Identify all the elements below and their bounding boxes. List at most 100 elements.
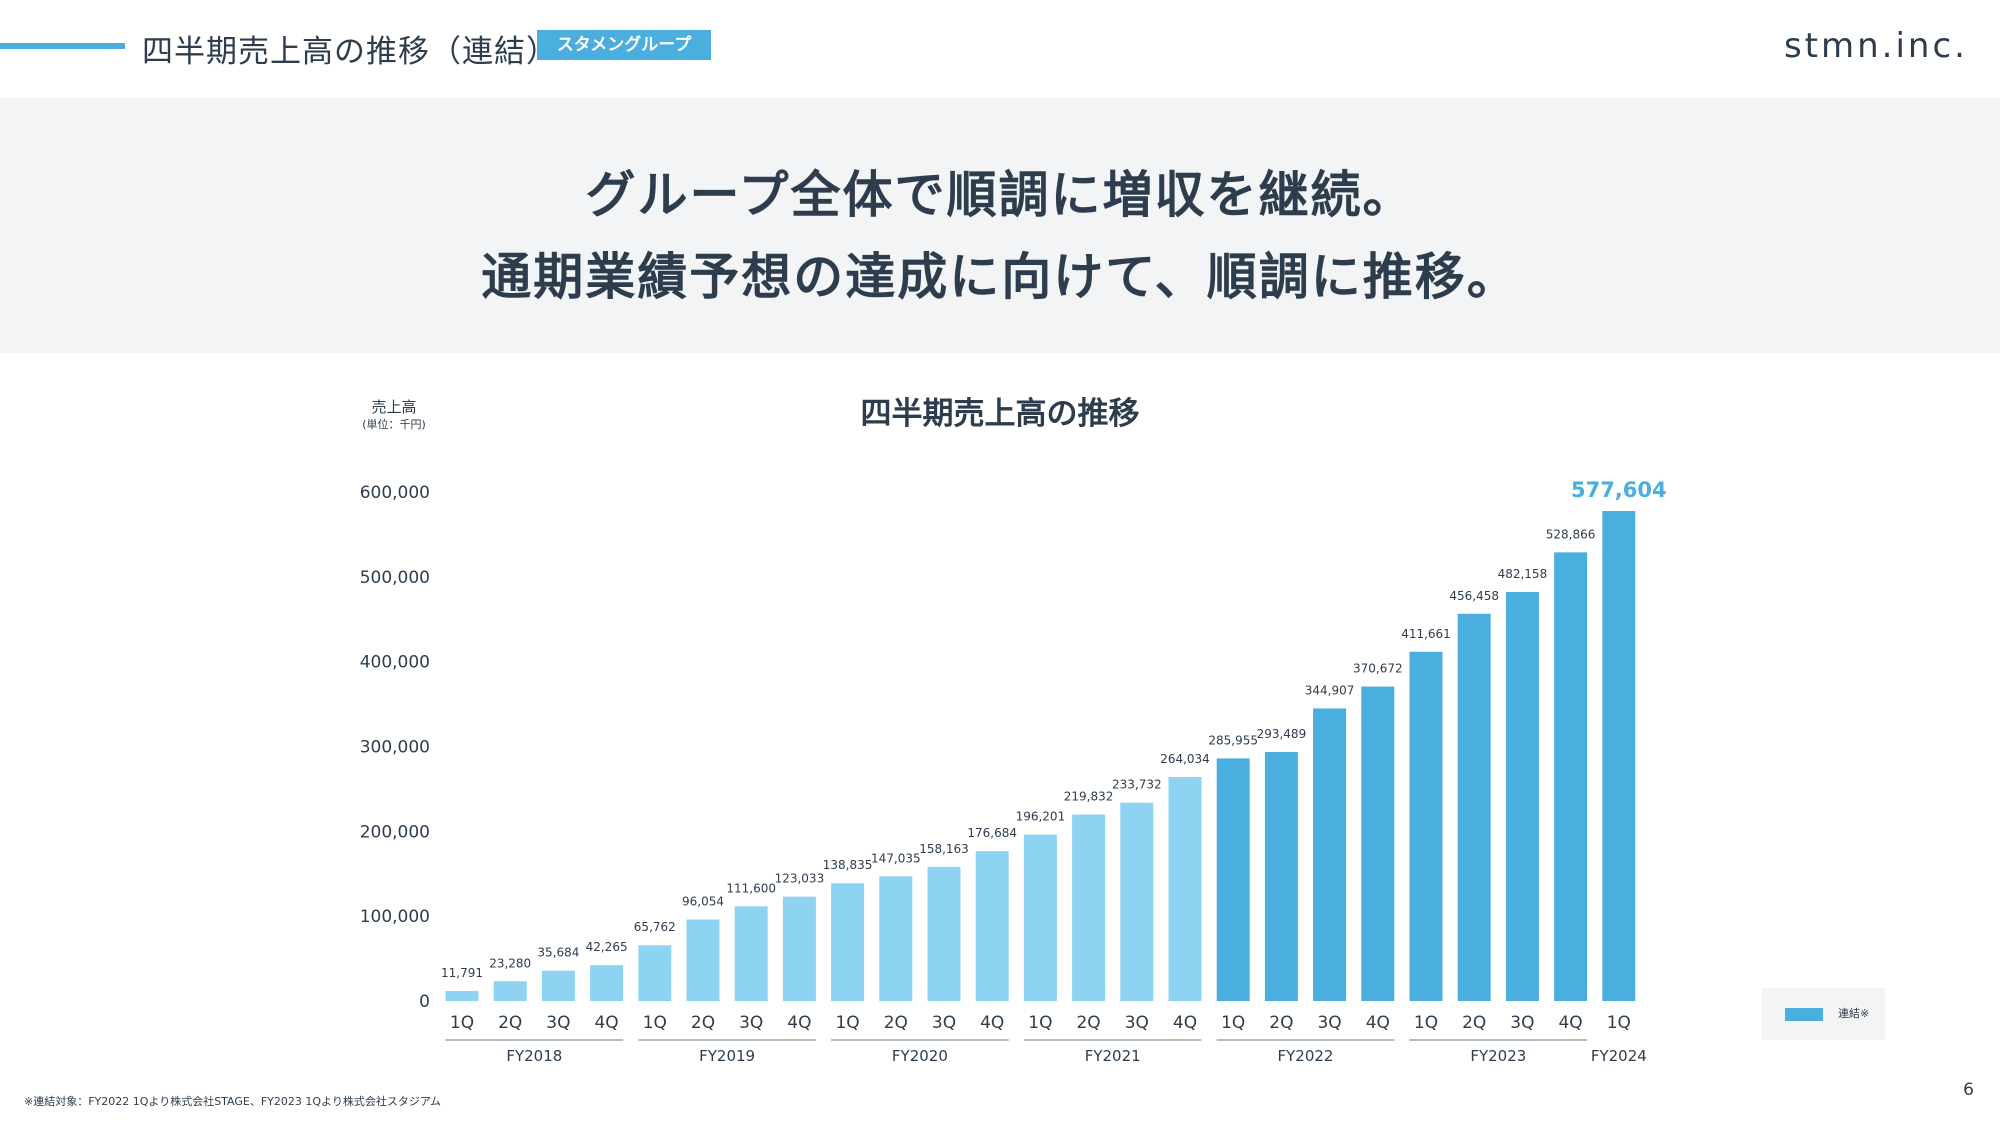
page-number: 6 [1963,1080,1974,1100]
x-tick-label: 1Q [450,1013,474,1033]
bar-value-label: 196,201 [1016,810,1066,824]
bar [1457,613,1491,1001]
bar-value-label: 96,054 [682,895,724,909]
x-tick-label: 3Q [739,1013,763,1033]
bar [541,970,575,1001]
bar-value-label: 370,672 [1353,662,1403,676]
x-tick-label: 4Q [980,1013,1004,1033]
bar [1361,686,1395,1001]
bar [1072,814,1106,1001]
bar [1216,758,1250,1001]
x-tick-label: 2Q [498,1013,522,1033]
fiscal-year-label: FY2018 [506,1047,562,1065]
bar [1120,802,1154,1001]
x-tick-label: 2Q [1269,1013,1293,1033]
bar-value-label: 219,832 [1064,790,1114,804]
bar [686,919,720,1001]
bar [590,965,624,1001]
bar-value-label: 482,158 [1498,567,1548,581]
x-tick-label: 4Q [1173,1013,1197,1033]
fiscal-year-label: FY2024 [1591,1047,1647,1065]
x-tick-label: 3Q [1510,1013,1534,1033]
bar [1313,708,1347,1001]
bar-value-label: 23,280 [489,956,531,970]
bar [734,906,768,1001]
y-axis-label: 売上高 [371,398,417,416]
fiscal-year-label: FY2021 [1085,1047,1141,1065]
headline-line-1: グループ全体で順調に増収を継続。 [585,166,1415,224]
bar [782,896,816,1001]
x-tick-label: 1Q [1221,1013,1245,1033]
bar-value-label: 264,034 [1160,752,1210,766]
bar-value-label: 111,600 [726,881,776,895]
bar [445,990,479,1001]
x-tick-label: 1Q [1414,1013,1438,1033]
bar-value-label: 11,791 [441,966,483,980]
headline-banner [0,98,2000,353]
x-tick-label: 3Q [1125,1013,1149,1033]
bar-value-label: 147,035 [871,851,921,865]
bar-value-label: 65,762 [634,920,676,934]
fiscal-year-label: FY2020 [892,1047,948,1065]
header-accent-bar [0,43,125,49]
x-tick-label: 2Q [691,1013,715,1033]
bar [831,883,865,1001]
headline-line-2: 通期業績予想の達成に向けて、順調に推移。 [481,248,1519,306]
bar [975,851,1009,1001]
x-tick-label: 2Q [1462,1013,1486,1033]
company-logo: stmn.inc. [1783,26,1968,66]
bar-value-label: 123,033 [775,872,825,886]
y-tick-label: 400,000 [360,653,430,673]
bar-value-label: 42,265 [586,940,628,954]
bar-value-label: 176,684 [967,826,1017,840]
fiscal-year-label: FY2022 [1278,1047,1334,1065]
y-tick-label: 300,000 [360,738,430,758]
x-tick-label: 4Q [1366,1013,1390,1033]
legend: 連結※ [1762,988,1885,1040]
x-tick-label: 3Q [1317,1013,1341,1033]
group-badge: スタメングループ [537,30,711,60]
x-tick-label: 3Q [932,1013,956,1033]
chart-title: 四半期売上高の推移 [860,396,1140,432]
bar [879,876,913,1001]
bar-value-label: 456,458 [1449,589,1499,603]
footnote: ※連結対象：FY2022 1Qより株式会社STAGE、FY2023 1Qより株式… [24,1095,442,1108]
bar [1505,591,1539,1001]
bar-value-label: 138,835 [823,858,873,872]
bar [1023,834,1057,1001]
y-tick-label: 0 [419,992,430,1012]
bar-value-label: 528,866 [1546,527,1596,541]
bar [1409,651,1443,1001]
y-axis-unit: (単位：千円) [362,418,426,431]
x-tick-label: 4Q [1558,1013,1582,1033]
bar [1602,510,1636,1001]
legend-swatch-consolidated [1785,1008,1823,1021]
legend-label-consolidated: 連結※ [1838,1007,1870,1020]
bar-value-label: 233,732 [1112,778,1162,792]
bar [1168,777,1202,1001]
bar-value-label: 293,489 [1257,727,1307,741]
bar-value-label: 35,684 [537,946,579,960]
x-tick-label: 1Q [835,1013,859,1033]
x-tick-label: 4Q [787,1013,811,1033]
bar-value-label: 158,163 [919,842,969,856]
bar [1554,552,1588,1001]
bar-value-label: 285,955 [1208,733,1258,747]
x-tick-label: 4Q [594,1013,618,1033]
y-tick-label: 500,000 [360,568,430,588]
x-tick-label: 1Q [643,1013,667,1033]
y-tick-label: 200,000 [360,822,430,842]
y-tick-label: 100,000 [360,907,430,927]
bar [927,866,961,1001]
y-tick-label: 600,000 [360,483,430,503]
fiscal-year-label: FY2023 [1470,1047,1526,1065]
bar [1264,752,1298,1001]
bar [638,945,672,1001]
x-tick-label: 3Q [546,1013,570,1033]
bar [493,981,527,1001]
x-tick-label: 1Q [1607,1013,1631,1033]
x-tick-label: 2Q [884,1013,908,1033]
page-title: 四半期売上高の推移（連結） [142,34,558,70]
bar-value-label: 411,661 [1401,627,1451,641]
